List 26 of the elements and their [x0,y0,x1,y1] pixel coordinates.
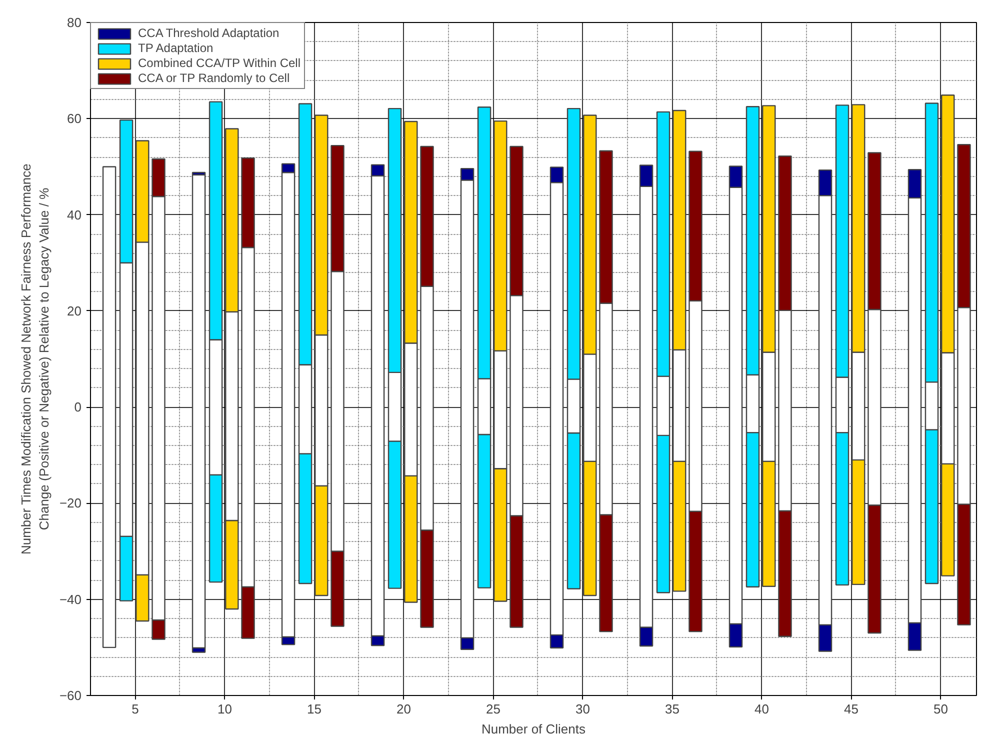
legend-label: CCA Threshold Adaptation [138,26,280,40]
y-tick-label: 20 [67,303,82,318]
legend-label: Combined CCA/TP Within Cell [138,56,300,70]
legend-label: TP Adaptation [138,41,214,55]
x-axis-title: Number of Clients [481,722,586,736]
x-tick-label: 35 [664,702,680,716]
y-tick-label: 60 [67,111,82,126]
y-tick-label: 40 [67,207,82,222]
x-tick-label: 40 [754,702,769,716]
x-tick-label: 45 [844,702,858,716]
legend-label: CCA or TP Randomly to Cell [138,71,290,85]
x-tick-label: 50 [933,702,948,716]
x-tick-label: 15 [307,702,322,716]
x-tick-label: 10 [218,702,232,716]
y-tick-label: 0 [74,400,82,415]
y-tick-label: −20 [59,496,82,511]
x-tick-label: 20 [396,702,411,716]
bar [102,166,116,648]
y-axis-title: Number Times Modification Showed Network Fairness Performance Change (Positive or Negative) Relative to Legacy Value / % [18,164,52,555]
bar [192,174,206,649]
x-tick-label: 30 [575,702,590,716]
x-tick-label: 5 [132,702,139,716]
x-tick-label: 25 [486,702,500,716]
y-tick-label: −40 [59,592,82,607]
y-tick-label: −60 [59,688,82,703]
y-tick-label: 80 [67,15,82,30]
